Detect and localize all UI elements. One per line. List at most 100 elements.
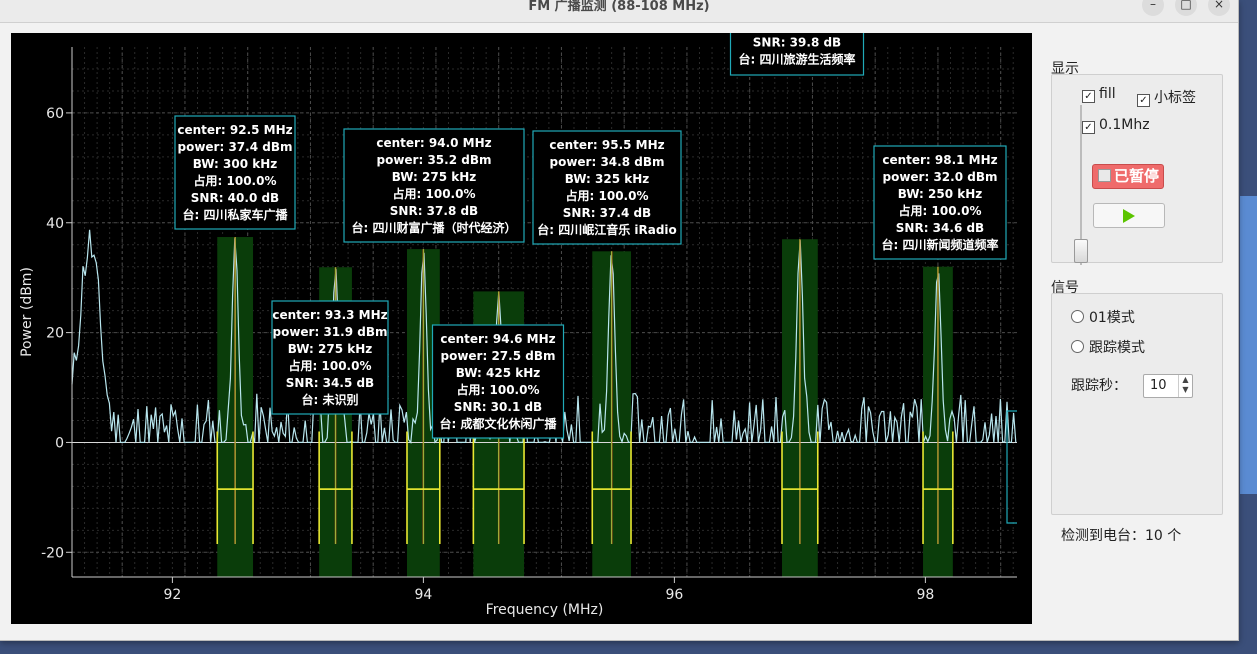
- station-label-line: power: 35.2 dBm: [377, 153, 492, 167]
- station-label-box[interactable]: [431, 324, 565, 439]
- app-window: FM 广播监测 (88-108 MHz) – □ × 92 94 96 98 60 40 2…: [0, 0, 1239, 641]
- spectrum-plot[interactable]: 92 94 96 98 60 40 20 0 -20 Frequency (MHz) Power (…: [11, 33, 1032, 624]
- desktop-background: [1240, 196, 1257, 494]
- spectrum-trace: [71, 229, 1017, 444]
- pause-square-icon: [1098, 169, 1111, 182]
- station-label-line: 占用: 100.0%: [566, 188, 649, 203]
- display-group-title: 显示: [1051, 61, 1079, 77]
- station-label-line: 占用: 100.0%: [289, 358, 372, 373]
- x-tick-label: 94: [414, 587, 432, 603]
- x-axis-label: Frequency (MHz): [486, 602, 604, 618]
- station-label-line: SNR: 30.1 dB: [454, 400, 542, 414]
- station-label-box[interactable]: [174, 115, 296, 230]
- station-label-line: 台: 四川旅游生活频率: [739, 52, 856, 67]
- station-label-line: center: 94.6 MHz: [440, 332, 555, 346]
- station-label-line: power: 32.0 dBm: [883, 170, 998, 184]
- signal-group: 01模式 跟踪模式 跟踪秒： 10 ▲ ▼: [1051, 293, 1223, 515]
- partial-label-box: [1006, 410, 1017, 524]
- station-label-line: power: 34.8 dBm: [550, 155, 665, 169]
- station-label-line: center: 92.5 MHz: [177, 123, 292, 137]
- slider-track: [1080, 105, 1082, 265]
- vertical-slider-handle[interactable]: [1074, 239, 1088, 263]
- play-icon: [1123, 209, 1135, 223]
- display-group: ✓ fill ✓ 小标签 ✓ 0.1Mhz 已暂停: [1051, 74, 1223, 265]
- title-bar: FM 广播监测 (88-108 MHz) – □ ×: [0, 0, 1238, 23]
- y-tick-label: -20: [41, 545, 64, 561]
- station-label-line: BW: 250 kHz: [898, 187, 983, 201]
- station-label-line: 台: 四川岷江音乐 iRadio: [537, 222, 677, 237]
- station-label-line: power: 27.5 dBm: [441, 349, 556, 363]
- labels-check-icon: ✓: [1137, 94, 1150, 107]
- y-tick-label: 20: [46, 326, 64, 342]
- spin-down-icon[interactable]: ▼: [1182, 385, 1189, 394]
- station-label-line: center: 98.1 MHz: [882, 153, 997, 167]
- station-label-line: 台: 成都文化休闲广播: [440, 416, 558, 431]
- signal-group-title: 信号: [1051, 280, 1079, 296]
- station-label-line: SNR: 40.0 dB: [191, 191, 279, 205]
- station-label-line: SNR: 39.8 dB: [753, 36, 841, 50]
- window-title: FM 广播监测 (88-108 MHz): [528, 0, 710, 14]
- mhz-checkbox[interactable]: ✓ 0.1Mhz: [1082, 117, 1150, 134]
- detected-count: 检测到电台：10 个: [1061, 528, 1182, 544]
- x-tick-label: 92: [163, 587, 181, 603]
- track-seconds-value: 10: [1150, 378, 1167, 393]
- station-label-line: power: 31.9 dBm: [273, 325, 388, 339]
- spectrum-chart[interactable]: 92 94 96 98 60 40 20 0 -20 Frequency (MHz) Power (…: [11, 33, 1032, 624]
- spin-arrows[interactable]: ▲ ▼: [1178, 375, 1192, 397]
- spin-up-icon[interactable]: ▲: [1182, 375, 1189, 384]
- station-label-line: BW: 300 kHz: [193, 157, 278, 171]
- fill-label: fill: [1099, 86, 1116, 102]
- close-button[interactable]: ×: [1208, 0, 1230, 16]
- fill-check-icon: ✓: [1082, 90, 1095, 103]
- y-tick-label: 0: [55, 435, 64, 451]
- mode01-label: 01模式: [1089, 310, 1135, 326]
- control-panel: 显示 ✓ fill ✓ 小标签 ✓ 0.1Mhz 已暂停 信号 01模: [1040, 55, 1230, 555]
- mode01-radio-dot: [1071, 310, 1084, 323]
- track-mode-label: 跟踪模式: [1089, 340, 1145, 356]
- station-label-box[interactable]: [729, 33, 865, 76]
- station-label-line: center: 94.0 MHz: [376, 136, 491, 150]
- track-radio-dot: [1071, 340, 1084, 353]
- y-tick-label: 60: [46, 106, 64, 122]
- station-label-line: power: 37.4 dBm: [178, 140, 293, 154]
- station-label-line: 台: 四川财富广播（时代经济）: [352, 220, 517, 235]
- x-tick-label: 96: [665, 587, 683, 603]
- station-label-box[interactable]: [271, 300, 389, 415]
- station-label-line: 占用: 100.0%: [194, 173, 277, 188]
- station-label-line: SNR: 34.6 dB: [896, 221, 984, 235]
- mhz-label: 0.1Mhz: [1099, 117, 1150, 133]
- maximize-button[interactable]: □: [1175, 0, 1197, 16]
- station-label-line: SNR: 37.8 dB: [390, 204, 478, 218]
- station-label-line: center: 93.3 MHz: [272, 308, 387, 322]
- station-label-box[interactable]: [532, 130, 682, 245]
- track-mode-radio[interactable]: 跟踪模式: [1071, 337, 1145, 357]
- station-label-line: 台: 四川新闻频道频率: [882, 237, 999, 252]
- station-label-line: BW: 325 kHz: [565, 172, 650, 186]
- station-label-line: SNR: 34.5 dB: [286, 376, 374, 390]
- station-label-line: center: 95.5 MHz: [549, 138, 664, 152]
- pause-button[interactable]: 已暂停: [1092, 164, 1164, 189]
- mode01-radio[interactable]: 01模式: [1071, 307, 1135, 327]
- station-label-line: BW: 275 kHz: [288, 342, 373, 356]
- station-label-line: 占用: 100.0%: [457, 382, 540, 397]
- station-label-line: 台: 未识别: [302, 392, 359, 407]
- station-label-line: 占用: 100.0%: [393, 186, 476, 201]
- track-seconds-label: 跟踪秒：: [1071, 378, 1127, 394]
- station-label-box[interactable]: [873, 145, 1007, 260]
- pause-label: 已暂停: [1114, 167, 1160, 185]
- track-seconds-spinbox[interactable]: 10 ▲ ▼: [1143, 374, 1193, 398]
- station-label-line: SNR: 37.4 dB: [563, 206, 651, 220]
- station-label-box[interactable]: [343, 128, 525, 243]
- minimize-button[interactable]: –: [1142, 0, 1164, 16]
- play-button[interactable]: [1093, 203, 1165, 228]
- labels-label: 小标签: [1154, 90, 1196, 106]
- y-axis-label: Power (dBm): [19, 267, 35, 357]
- station-label-line: BW: 425 kHz: [456, 366, 541, 380]
- fill-checkbox[interactable]: ✓ fill: [1082, 86, 1116, 103]
- labels-checkbox[interactable]: ✓ 小标签: [1137, 87, 1196, 107]
- station-label-line: 占用: 100.0%: [899, 203, 982, 218]
- x-tick-label: 98: [916, 587, 934, 603]
- mhz-check-icon: ✓: [1082, 121, 1095, 134]
- station-label-line: 台: 四川私家车广播: [183, 207, 289, 222]
- y-tick-label: 40: [46, 216, 64, 232]
